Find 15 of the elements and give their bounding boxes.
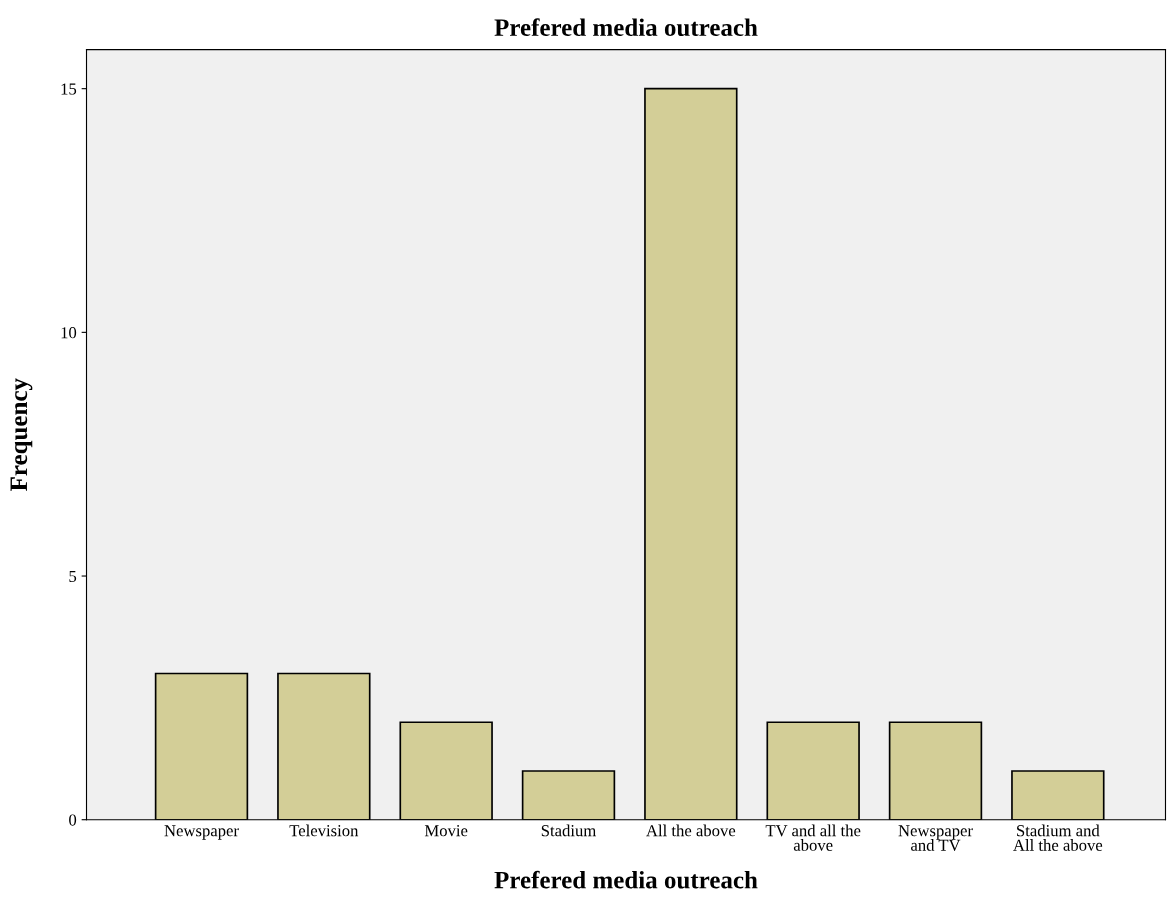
- y-tick-label: 0: [69, 814, 77, 826]
- x-tick-label: Stadium and All the above: [1013, 824, 1103, 851]
- x-axis-title: Prefered media outreach: [494, 870, 758, 889]
- x-tick-label: Stadium: [541, 824, 597, 837]
- y-tick-label: 15: [61, 83, 77, 95]
- x-tick-label: Newspaper and TV: [898, 825, 973, 851]
- y-tick-label: 5: [69, 570, 77, 582]
- x-tick-label: Television: [289, 824, 359, 837]
- x-tick-label: All the above: [646, 824, 736, 837]
- x-tick-label: TV and all the above: [765, 824, 861, 851]
- x-tick-label: Newspaper: [164, 825, 239, 840]
- y-tick-label: 10: [61, 327, 77, 339]
- chart-title: Prefered media outreach: [494, 18, 758, 37]
- y-axis-title: Frequency: [10, 378, 33, 491]
- x-tick-label: Movie: [424, 825, 468, 837]
